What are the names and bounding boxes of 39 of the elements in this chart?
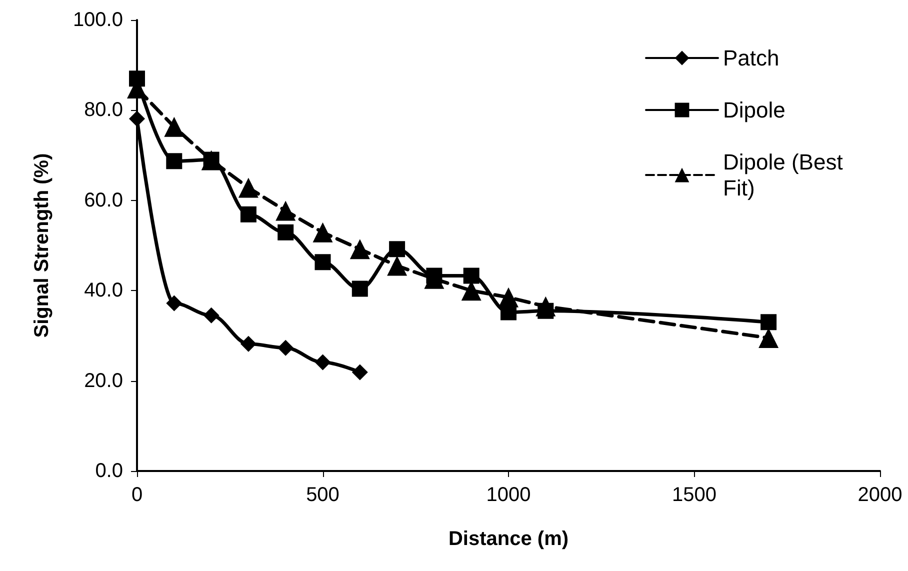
point — [166, 153, 182, 170]
y-axis-title: Signal Strength (%) — [31, 153, 53, 338]
point — [536, 296, 556, 316]
point — [276, 200, 296, 221]
point — [463, 268, 480, 284]
x-tick-label: 1000 — [486, 484, 531, 506]
legend-label: Patch — [723, 46, 780, 70]
legend-label: Dipole (Best Fit) — [723, 150, 849, 200]
y-tick-label: 0.0 — [95, 460, 123, 482]
x-tick-label: 500 — [306, 484, 340, 506]
point — [278, 224, 294, 240]
legend-label: Dipole — [723, 98, 786, 122]
y-tick-label: 80.0 — [84, 99, 123, 122]
point — [389, 241, 406, 258]
y-tick-label: 100.0 — [72, 9, 123, 31]
y-tick-label: 40.0 — [84, 280, 123, 302]
point — [352, 280, 368, 297]
x-axis-title: Distance (m) — [448, 528, 569, 550]
point — [203, 307, 220, 324]
point — [387, 256, 408, 276]
point — [166, 295, 182, 312]
point — [240, 206, 256, 222]
x-tick-label: 2000 — [858, 484, 902, 506]
point — [350, 239, 370, 260]
point — [314, 354, 331, 370]
point — [278, 340, 294, 356]
point — [352, 364, 368, 380]
x-tick-label: 0 — [131, 484, 143, 506]
x-tick-label: 1500 — [672, 484, 716, 506]
point — [129, 110, 145, 127]
y-tick-label: 60.0 — [84, 189, 123, 212]
point — [164, 116, 184, 137]
point — [312, 222, 333, 242]
point — [240, 336, 256, 352]
point — [314, 254, 331, 270]
point — [238, 178, 258, 198]
y-tick-label: 20.0 — [84, 370, 123, 392]
point — [760, 314, 777, 330]
point — [498, 287, 518, 308]
